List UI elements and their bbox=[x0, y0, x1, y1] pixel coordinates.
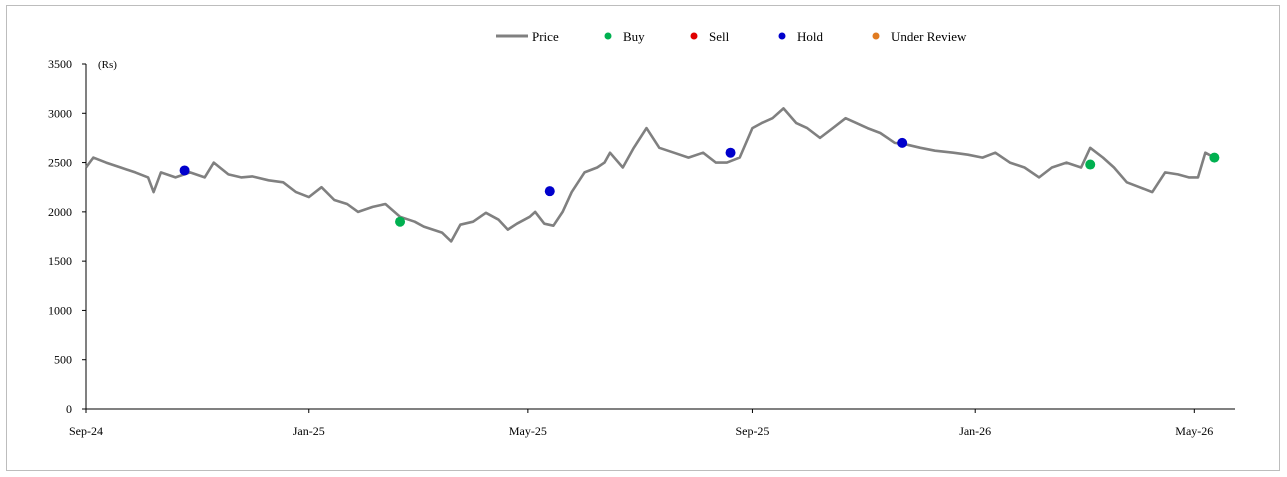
hold-marker bbox=[544, 186, 555, 197]
legend-price-label: Price bbox=[532, 29, 559, 44]
buy-marker bbox=[395, 216, 406, 227]
y-tick-label: 500 bbox=[54, 353, 72, 367]
y-tick-label: 3000 bbox=[48, 106, 72, 120]
chart-frame bbox=[6, 5, 1280, 471]
y-axis: 0 500 1000 1500 2000 2500 3000 3500 bbox=[48, 57, 87, 416]
y-tick-label: 2000 bbox=[48, 205, 72, 219]
y-tick-label: 1500 bbox=[48, 254, 72, 268]
legend-hold-label: Hold bbox=[797, 29, 824, 44]
legend-buy-label: Buy bbox=[623, 29, 645, 44]
y-tick-label: 1000 bbox=[48, 303, 72, 317]
legend-sell-swatch bbox=[690, 32, 698, 40]
legend: Price Buy Sell Hold Under Review bbox=[496, 29, 967, 44]
legend-sell-label: Sell bbox=[709, 29, 730, 44]
y-tick-label: 3500 bbox=[48, 57, 72, 71]
hold-marker bbox=[725, 147, 736, 158]
legend-hold-swatch bbox=[778, 32, 786, 40]
y-tick-label: 0 bbox=[66, 402, 72, 416]
x-tick-label: Jan-25 bbox=[293, 424, 325, 438]
y-unit-label: (Rs) bbox=[98, 59, 117, 71]
price-series-line bbox=[84, 107, 1216, 243]
x-tick-label: May-25 bbox=[509, 424, 547, 438]
x-tick-label: Sep-24 bbox=[69, 424, 103, 438]
legend-under-review-swatch bbox=[872, 32, 880, 40]
buy-marker bbox=[1209, 152, 1220, 163]
x-tick-label: Sep-25 bbox=[735, 424, 769, 438]
x-tick-label: Jan-26 bbox=[959, 424, 991, 438]
x-axis: Sep-24 Jan-25 May-25 Sep-25 Jan-26 May-26 bbox=[69, 408, 1235, 438]
legend-buy-swatch bbox=[604, 32, 612, 40]
x-tick-label: May-26 bbox=[1175, 424, 1213, 438]
hold-marker bbox=[179, 165, 190, 176]
plot-area bbox=[84, 107, 1220, 243]
buy-marker bbox=[1085, 159, 1096, 170]
legend-under-review-label: Under Review bbox=[891, 29, 967, 44]
y-tick-label: 2500 bbox=[48, 156, 72, 170]
hold-marker bbox=[897, 137, 908, 148]
